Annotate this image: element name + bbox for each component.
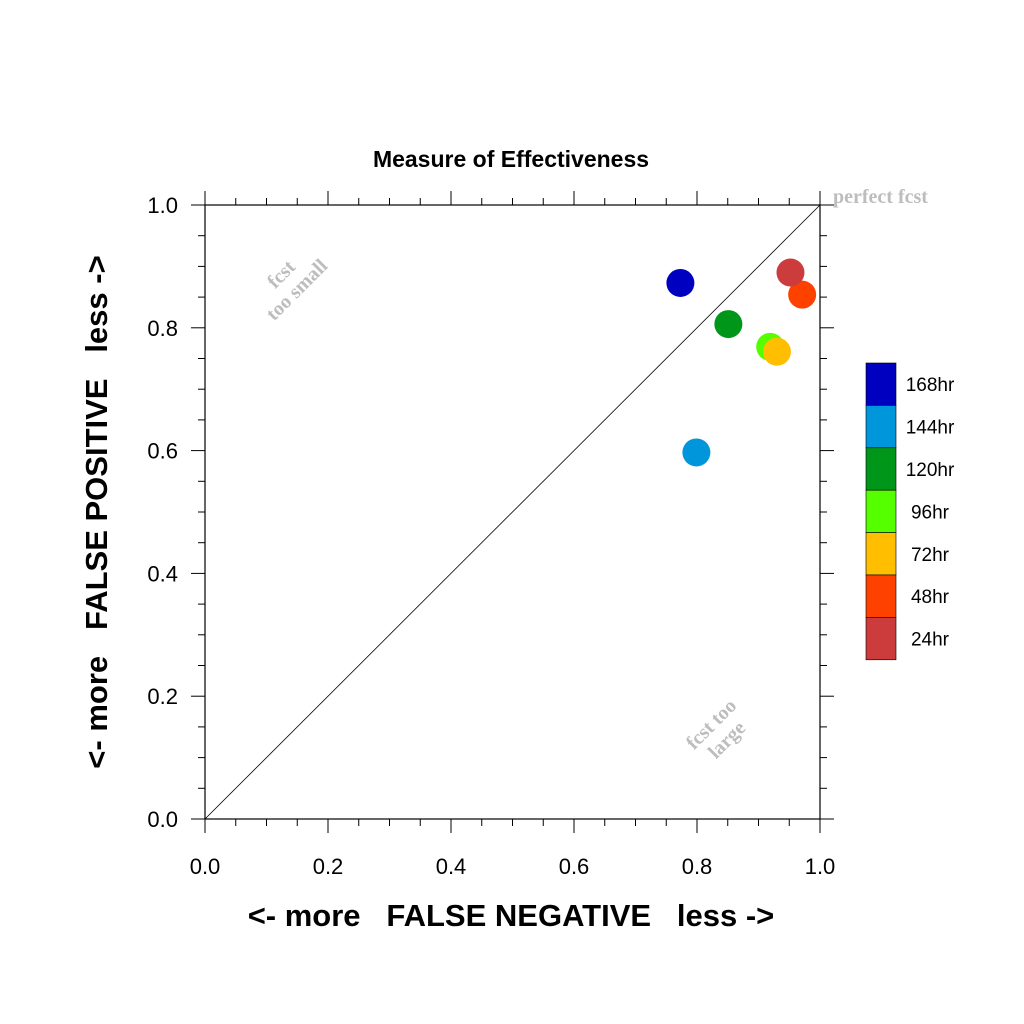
legend-label-144hr: 144hr: [906, 418, 955, 439]
point-120hr: [714, 310, 743, 339]
legend-swatch-72hr: [865, 532, 897, 576]
legend-label-72hr: 72hr: [911, 545, 950, 566]
diagonal-reference-line: [204, 204, 821, 820]
legend-label-168hr: 168hr: [906, 375, 955, 396]
y-tick-label: 0.6: [147, 439, 178, 464]
point-144hr: [682, 438, 711, 467]
legend-swatch-120hr: [865, 447, 897, 491]
point-168hr: [666, 268, 695, 297]
too-large-annotation: fcst too large: [682, 695, 750, 763]
legend-swatch-24hr: [865, 617, 897, 661]
legend-swatch-96hr: [865, 489, 897, 533]
chart-title: Measure of Effectiveness: [373, 146, 649, 172]
x-axis-label: <- more FALSE NEGATIVE less ->: [248, 898, 775, 933]
y-tick-label: 0.0: [147, 807, 178, 832]
x-tick-labels: 0.0 0.2 0.4 0.6 0.8 1.0: [190, 854, 836, 879]
x-tick-label: 0.8: [682, 854, 713, 879]
too-small-annotation: fcst too small: [262, 255, 332, 325]
x-tick-label: 0.2: [313, 854, 344, 879]
legend-swatch-168hr: [865, 362, 897, 406]
y-tick-labels: 0.0 0.2 0.4 0.6 0.8 1.0: [147, 193, 178, 832]
legend-swatch-144hr: [865, 405, 897, 449]
legend-swatch-48hr: [865, 574, 897, 618]
x-tick-label: 0.6: [559, 854, 590, 879]
perfect-forecast-annotation: perfect fcst: [833, 186, 928, 208]
y-tick-label: 0.8: [147, 316, 178, 341]
legend: 168hr 144hr 120hr 96hr 72hr 48hr 24hr: [865, 362, 955, 661]
legend-label-120hr: 120hr: [906, 460, 955, 481]
too-small-line-2: too small: [262, 255, 332, 325]
legend-label-96hr: 96hr: [911, 502, 950, 523]
y-tick-label: 0.4: [147, 561, 178, 586]
y-tick-label: 0.2: [147, 684, 178, 709]
y-axis-label: <- more FALSE POSITIVE less ->: [79, 255, 114, 768]
x-tick-label: 1.0: [805, 854, 836, 879]
data-points: [666, 258, 817, 467]
point-72hr: [762, 337, 791, 366]
x-tick-label: 0.0: [190, 854, 221, 879]
legend-label-48hr: 48hr: [911, 587, 950, 608]
axis-ticks: [191, 191, 834, 833]
legend-label-24hr: 24hr: [911, 630, 950, 651]
point-48hr: [788, 280, 817, 309]
y-tick-label: 1.0: [147, 193, 178, 218]
x-tick-label: 0.4: [436, 854, 467, 879]
point-24hr: [776, 258, 805, 287]
